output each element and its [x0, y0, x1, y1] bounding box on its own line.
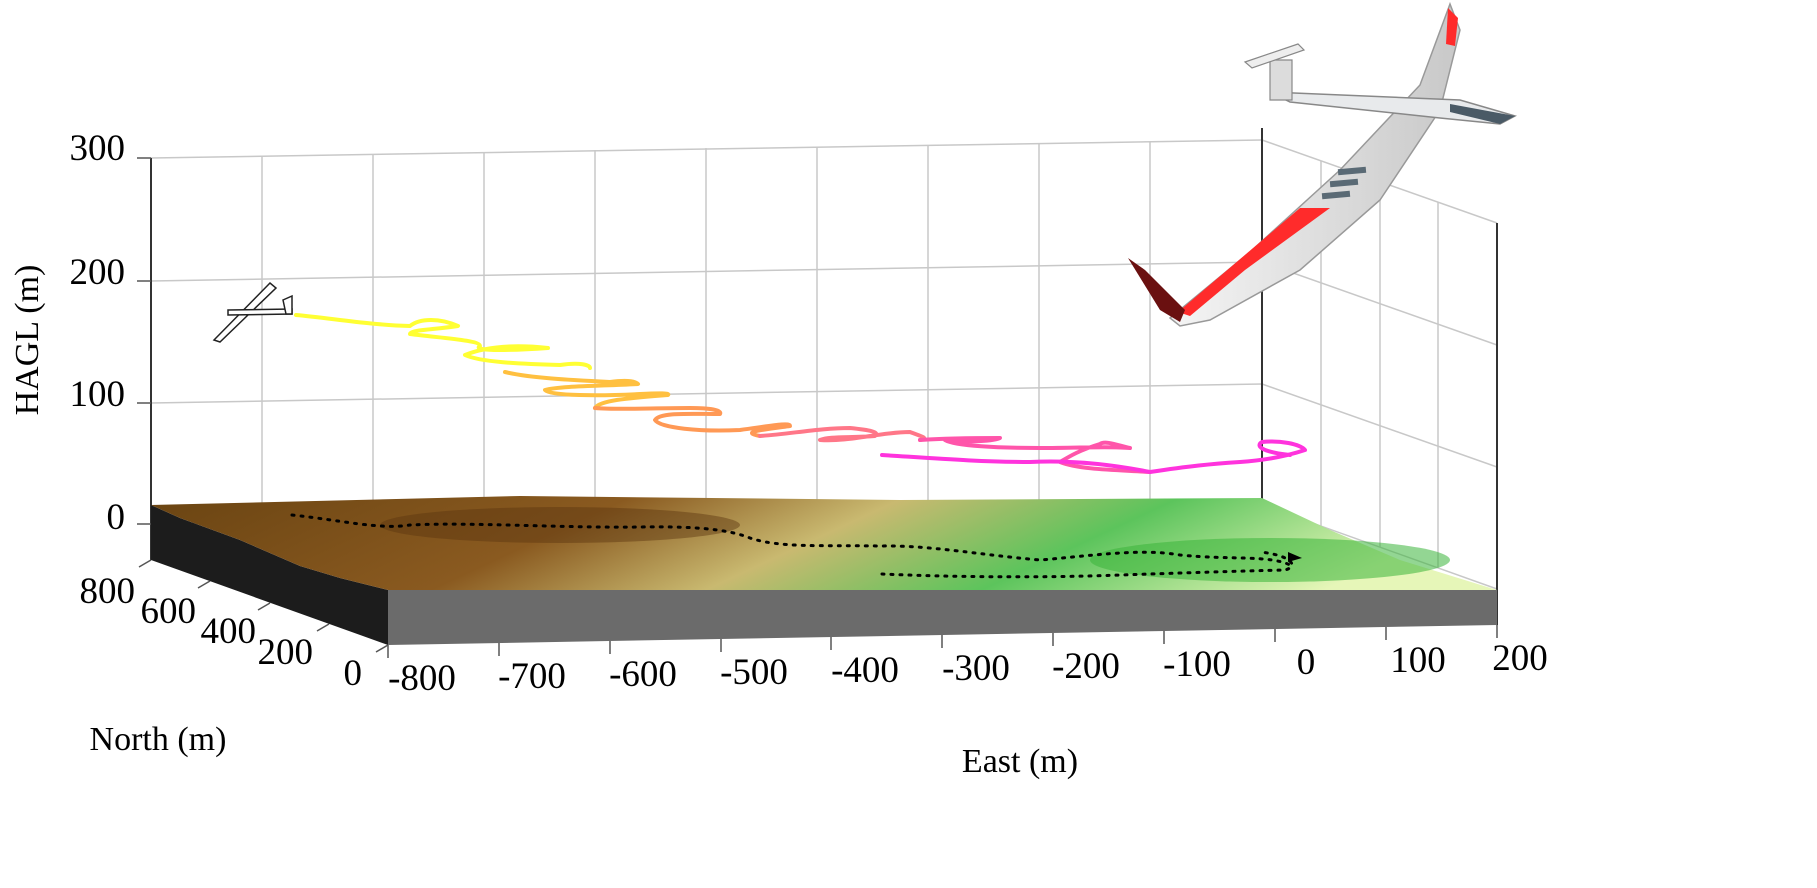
y-tick-800 — [139, 560, 151, 567]
flight-path-segment-4 — [760, 428, 924, 440]
x-tick-label-0: 0 — [1297, 642, 1316, 683]
z-tick-label-200: 200 — [70, 252, 126, 293]
x-tick-label-m400: -400 — [831, 650, 899, 691]
x-tick-label-m300: -300 — [942, 648, 1010, 689]
glider-marker-icon — [214, 283, 292, 342]
x-tick-label-m200: -200 — [1052, 646, 1120, 687]
flight-path — [296, 315, 1305, 472]
y-tick-label-800: 800 — [80, 571, 136, 612]
x-tick-label-m100: -100 — [1163, 644, 1231, 685]
y-tick-label-200: 200 — [258, 632, 314, 673]
x-tick-label-m700: -700 — [498, 656, 566, 697]
y-tick-200 — [317, 624, 329, 631]
flight-path-segment-3 — [595, 408, 790, 436]
z-tick-label-0: 0 — [107, 497, 126, 538]
y-tick-label-0: 0 — [344, 653, 363, 694]
y-tick-label-600: 600 — [141, 591, 197, 632]
flight-path-segment-1 — [296, 315, 590, 368]
flight-path-segment-2 — [505, 372, 668, 408]
x-tick-label-100: 100 — [1390, 640, 1446, 681]
x-tick-label-m500: -500 — [720, 652, 788, 693]
glider-main-wing — [1170, 4, 1460, 326]
glider-fin — [1270, 60, 1292, 100]
x-tick-label-m800: -800 — [388, 658, 456, 699]
glider-winglet — [1128, 258, 1185, 322]
glider-marker-fuselage — [228, 309, 292, 315]
x-tick-label-m600: -600 — [609, 654, 677, 695]
y-tick-600 — [198, 581, 210, 588]
y-tick-label-400: 400 — [201, 611, 257, 652]
y-tick-400 — [258, 603, 270, 610]
z-axis-label: HAGL (m) — [9, 265, 46, 416]
y-axis-label: North (m) — [90, 721, 227, 758]
y-tick-0 — [376, 645, 388, 652]
x-tick-label-200: 200 — [1492, 638, 1548, 679]
z-tick-label-100: 100 — [70, 374, 126, 415]
z-tick-label-300: 300 — [70, 128, 126, 169]
x-axis-label: East (m) — [962, 743, 1078, 780]
